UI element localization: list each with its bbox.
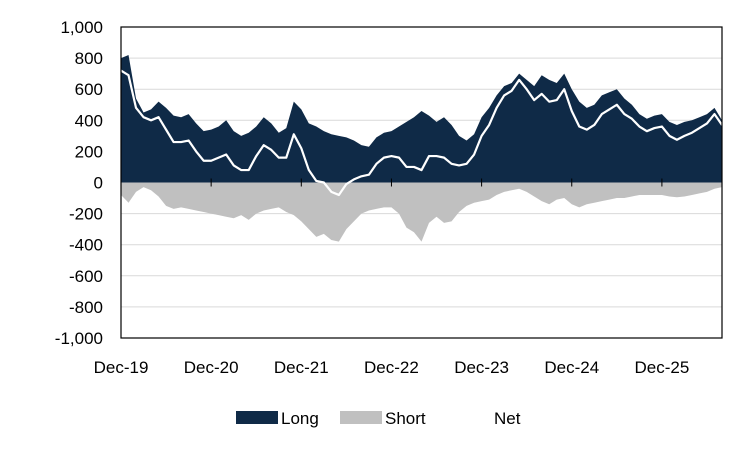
y-tick-label: 400 [75, 111, 103, 130]
y-tick-label: -400 [69, 236, 103, 255]
x-tick-label: Dec-24 [544, 358, 599, 377]
y-tick-label: 1,000 [60, 18, 103, 37]
y-tick-label: -800 [69, 298, 103, 317]
x-tick-label: Dec-23 [454, 358, 509, 377]
legend-label-net: Net [494, 409, 521, 428]
y-tick-label: 200 [75, 142, 103, 161]
x-tick-label: Dec-20 [184, 358, 239, 377]
legend: Long Short Net [236, 409, 521, 428]
series-short-area [121, 182, 722, 242]
series-net-line [120, 69, 723, 197]
legend-swatch-net [449, 411, 491, 424]
legend-label-short: Short [385, 409, 426, 428]
y-tick-label: 0 [94, 174, 103, 193]
legend-label-long: Long [281, 409, 319, 428]
legend-swatch-short [340, 411, 382, 424]
x-tick-label: Dec-21 [274, 358, 329, 377]
series-net-group [120, 69, 723, 197]
legend-swatch-long [236, 411, 278, 424]
y-tick-label: 600 [75, 80, 103, 99]
y-tick-label: -600 [69, 267, 103, 286]
plot-border [120, 26, 723, 339]
x-tick-label: Dec-22 [364, 358, 419, 377]
x-tick-label: Dec-25 [634, 358, 689, 377]
y-tick-labels: 1,000 800 600 400 200 0 -200 -400 -600 -800 -1,000 [55, 18, 103, 348]
x-tick-label: Dec-19 [94, 358, 149, 377]
x-tick-labels: Dec-19 Dec-20 Dec-21 Dec-22 Dec-23 Dec-24 Dec-… [94, 358, 690, 377]
y-tick-label: -1,000 [55, 329, 103, 348]
y-tick-label: -200 [69, 205, 103, 224]
y-tick-label: 800 [75, 49, 103, 68]
